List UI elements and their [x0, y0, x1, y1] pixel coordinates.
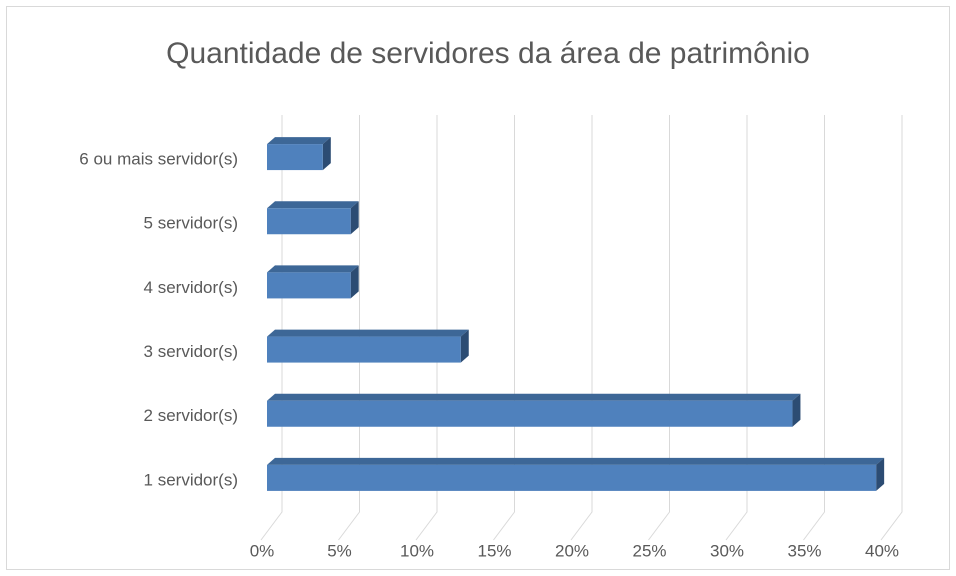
y-tick-label: 6 ou mais servidor(s)	[79, 150, 238, 169]
grid-line	[648, 115, 670, 541]
bar-top	[267, 265, 359, 273]
grid-line	[493, 115, 515, 541]
bar-top	[267, 329, 469, 337]
grid-line	[803, 115, 825, 541]
x-tick-label: 35%	[787, 541, 821, 560]
grid-line	[415, 115, 438, 541]
y-tick-label: 4 servidor(s)	[144, 278, 238, 297]
bar-side	[350, 201, 359, 235]
x-tick-label: 5%	[327, 541, 352, 560]
y-tick-label: 3 servidor(s)	[144, 342, 238, 361]
grid-line	[880, 115, 903, 541]
bar	[267, 137, 331, 171]
bar-top	[267, 393, 801, 401]
grid-line	[260, 115, 283, 541]
bar-face	[267, 272, 351, 299]
chart-title: Quantidade de servidores da área de patr…	[166, 37, 810, 70]
bar	[267, 329, 469, 363]
bar-side	[460, 329, 469, 363]
bar-face	[267, 144, 323, 171]
bar-face	[267, 464, 877, 491]
bar-top	[267, 457, 885, 465]
x-tick-label: 10%	[400, 541, 434, 560]
bar	[267, 457, 885, 491]
grid-line	[338, 115, 360, 541]
bar-face	[267, 336, 461, 363]
bar	[267, 393, 801, 427]
bar-side	[322, 137, 331, 171]
grid-line	[570, 115, 593, 541]
grid-line	[725, 115, 748, 541]
x-tick-label: 20%	[555, 541, 589, 560]
y-tick-label: 1 servidor(s)	[144, 470, 238, 489]
bar-face	[267, 208, 351, 235]
x-tick-label: 40%	[865, 541, 899, 560]
x-tick-label: 15%	[477, 541, 511, 560]
bar-top	[267, 201, 359, 209]
bar-top	[267, 137, 331, 145]
bar-side	[350, 265, 359, 299]
bar-face	[267, 400, 793, 427]
bar-side	[876, 457, 885, 491]
bar	[267, 201, 359, 235]
x-tick-label: 0%	[250, 541, 275, 560]
y-tick-label: 2 servidor(s)	[144, 406, 238, 425]
x-tick-label: 25%	[632, 541, 666, 560]
x-tick-label: 30%	[710, 541, 744, 560]
y-tick-label: 5 servidor(s)	[144, 214, 238, 233]
bar-side	[792, 393, 801, 427]
bar	[267, 265, 359, 299]
